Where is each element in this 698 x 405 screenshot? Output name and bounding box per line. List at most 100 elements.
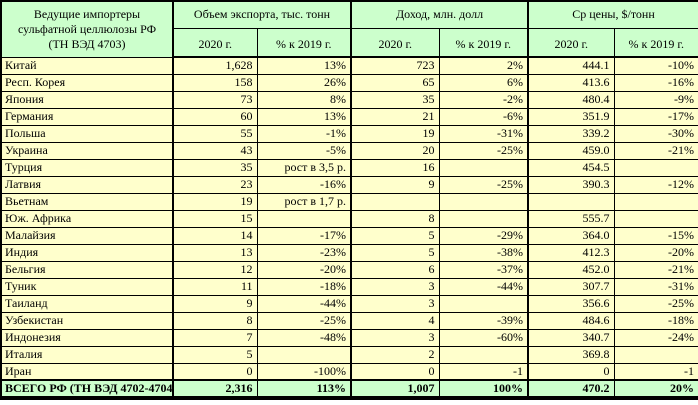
revenue-2020-cell: 35 xyxy=(350,90,440,109)
price-2020-cell: 369.8 xyxy=(527,345,615,364)
price-2020-cell: 484.6 xyxy=(527,311,615,330)
export-2020-cell: 35 xyxy=(172,158,258,177)
total-row: ВСЕГО РФ (ТН ВЭД 4702-4704 2,316 113% 1,… xyxy=(0,379,698,400)
revenue-pct-cell: -31% xyxy=(438,124,529,143)
revenue-pct-cell: -25% xyxy=(438,175,529,194)
price-pct-cell: -21% xyxy=(613,141,698,160)
subheader-export-2020: 2020 г. xyxy=(172,27,258,58)
country-cell: Индонезия xyxy=(0,328,174,347)
revenue-2020-cell: 723 xyxy=(350,56,440,75)
country-cell: Бельгия xyxy=(0,260,174,279)
table-row: Иран 0 -100% 0 -1 0 -1 xyxy=(0,362,698,381)
table-row: Туник 11 -18% 3 -44% 307.7 -31% xyxy=(0,277,698,296)
country-cell: Узбекистан xyxy=(0,311,174,330)
export-pct-cell: рост в 1,7 р. xyxy=(256,192,352,211)
price-2020-cell: 339.2 xyxy=(527,124,615,143)
revenue-pct-cell xyxy=(438,158,529,177)
table-header: Ведущие импортеры сульфатной целлюлозы Р… xyxy=(0,0,698,58)
export-2020-cell: 43 xyxy=(172,141,258,160)
price-2020-cell: 340.7 xyxy=(527,328,615,347)
country-cell: Иран xyxy=(0,362,174,381)
price-pct-cell: -17% xyxy=(613,107,698,126)
country-cell: Юж. Африка xyxy=(0,209,174,228)
export-pct-cell: 8% xyxy=(256,90,352,109)
price-pct-cell: -18% xyxy=(613,311,698,330)
export-2020-cell: 158 xyxy=(172,73,258,92)
country-cell: Италия xyxy=(0,345,174,364)
export-pct-cell: -44% xyxy=(256,294,352,313)
revenue-2020-cell: 20 xyxy=(350,141,440,160)
country-cell: Польша xyxy=(0,124,174,143)
col-group-export-volume: Объем экспорта, тыс. тонн xyxy=(172,0,352,29)
revenue-2020-cell: 4 xyxy=(350,311,440,330)
total-label: ВСЕГО РФ (ТН ВЭД 4702-4704 xyxy=(0,379,174,400)
table-row: Таиланд 9 -44% 3 356.6 -25% xyxy=(0,294,698,313)
header-sub-row: 2020 г. % к 2019 г. 2020 г. % к 2019 г. … xyxy=(1,27,698,58)
subheader-export-pct: % к 2019 г. xyxy=(256,27,352,58)
price-pct-cell: -16% xyxy=(613,73,698,92)
export-pct-cell: -17% xyxy=(256,226,352,245)
export-pct-cell xyxy=(256,209,352,228)
country-cell: Китай xyxy=(0,56,174,75)
export-2020-cell: 9 xyxy=(172,294,258,313)
export-2020-cell: 14 xyxy=(172,226,258,245)
table-row: Индонезия 7 -48% 3 -60% 340.7 -24% xyxy=(0,328,698,347)
table-row: Бельгия 12 -20% 6 -37% 452.0 -21% xyxy=(0,260,698,279)
export-2020-cell: 55 xyxy=(172,124,258,143)
price-pct-cell: -20% xyxy=(613,243,698,262)
table-footer: ВСЕГО РФ (ТН ВЭД 4702-4704 2,316 113% 1,… xyxy=(0,379,698,400)
price-pct-cell: -24% xyxy=(613,328,698,347)
price-pct-cell: -9% xyxy=(613,90,698,109)
price-2020-cell: 555.7 xyxy=(527,209,615,228)
total-export-pct: 113% xyxy=(256,379,352,400)
revenue-pct-cell xyxy=(438,294,529,313)
export-2020-cell: 8 xyxy=(172,311,258,330)
revenue-pct-cell: -25% xyxy=(438,141,529,160)
table-row: Латвия 23 -16% 9 -25% 390.3 -12% xyxy=(0,175,698,194)
export-pct-cell: -25% xyxy=(256,311,352,330)
export-pct-cell: -5% xyxy=(256,141,352,160)
price-2020-cell xyxy=(527,192,615,211)
revenue-2020-cell: 65 xyxy=(350,73,440,92)
price-2020-cell: 452.0 xyxy=(527,260,615,279)
revenue-2020-cell: 0 xyxy=(350,362,440,381)
price-pct-cell: -15% xyxy=(613,226,698,245)
table-row: Китай 1,628 13% 723 2% 444.1 -10% xyxy=(0,56,698,75)
revenue-pct-cell: -29% xyxy=(438,226,529,245)
price-pct-cell xyxy=(613,158,698,177)
revenue-pct-cell: -2% xyxy=(438,90,529,109)
price-2020-cell: 454.5 xyxy=(527,158,615,177)
price-2020-cell: 0 xyxy=(527,362,615,381)
revenue-pct-cell: -44% xyxy=(438,277,529,296)
export-2020-cell: 15 xyxy=(172,209,258,228)
export-2020-cell: 19 xyxy=(172,192,258,211)
export-pct-cell: -16% xyxy=(256,175,352,194)
table-row: Италия 5 2 369.8 xyxy=(0,345,698,364)
table-row: Узбекистан 8 -25% 4 -39% 484.6 -18% xyxy=(0,311,698,330)
revenue-2020-cell: 3 xyxy=(350,294,440,313)
revenue-pct-cell: -1 xyxy=(438,362,529,381)
revenue-2020-cell: 5 xyxy=(350,226,440,245)
subheader-revenue-pct: % к 2019 г. xyxy=(438,27,529,58)
revenue-2020-cell: 16 xyxy=(350,158,440,177)
revenue-2020-cell: 6 xyxy=(350,260,440,279)
col-group-avg-price: Ср цены, $/тонн xyxy=(527,0,698,29)
export-2020-cell: 23 xyxy=(172,175,258,194)
price-pct-cell: -25% xyxy=(613,294,698,313)
total-price-2020: 470.2 xyxy=(527,379,615,400)
table-row: Германия 60 13% 21 -6% 351.9 -17% xyxy=(0,107,698,126)
export-pct-cell: -100% xyxy=(256,362,352,381)
export-pct-cell: -48% xyxy=(256,328,352,347)
export-2020-cell: 0 xyxy=(172,362,258,381)
table-title: Ведущие импортеры сульфатной целлюлозы Р… xyxy=(0,0,174,58)
subheader-revenue-2020: 2020 г. xyxy=(350,27,440,58)
price-2020-cell: 390.3 xyxy=(527,175,615,194)
revenue-2020-cell: 5 xyxy=(350,243,440,262)
revenue-pct-cell xyxy=(438,209,529,228)
export-pct-cell: 26% xyxy=(256,73,352,92)
country-cell: Вьетнам xyxy=(0,192,174,211)
revenue-pct-cell: -37% xyxy=(438,260,529,279)
price-2020-cell: 412.3 xyxy=(527,243,615,262)
price-pct-cell: -31% xyxy=(613,277,698,296)
